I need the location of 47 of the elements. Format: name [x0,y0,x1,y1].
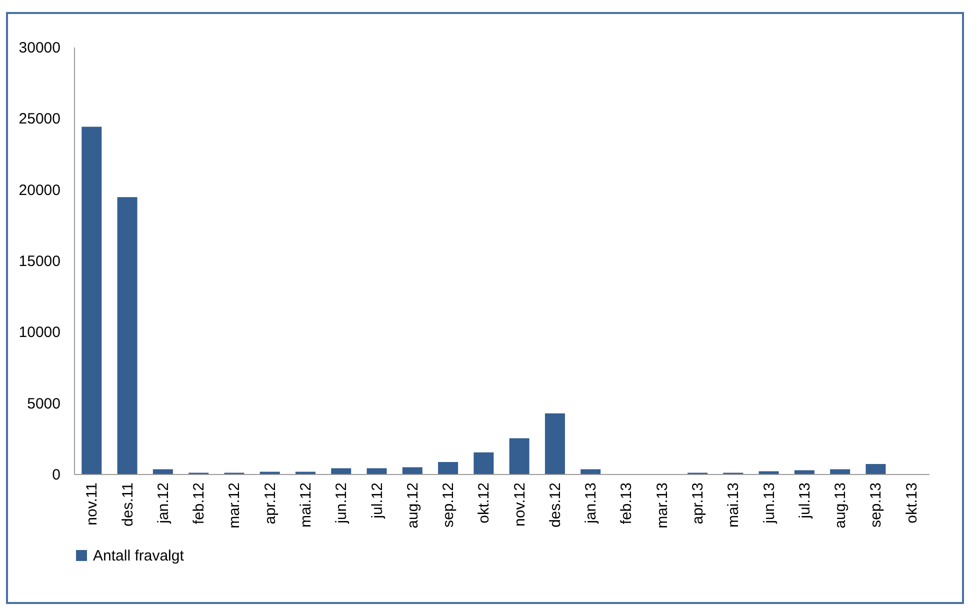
x-tick-label: feb.13 [618,482,636,524]
legend-label: Antall fravalgt [93,548,185,564]
y-tick-label: 30000 [18,40,60,56]
x-tick-label: apr.12 [262,482,279,524]
x-tick-label: sep.12 [440,482,458,528]
bar [402,467,422,474]
y-tick-label: 25000 [18,110,60,128]
y-tick-label: 5000 [27,395,60,412]
bar [366,468,387,474]
bar [474,452,494,474]
x-tick-label: aug.13 [832,482,850,528]
bar [331,468,352,474]
bar [544,413,565,474]
bar [830,469,850,474]
x-tick-label: apr.13 [690,482,707,524]
x-tick-label: jan.13 [582,482,600,524]
x-tick-label: jan.12 [154,482,172,524]
y-tick-label: 10000 [18,324,60,342]
x-tick-label: des.11 [119,482,136,526]
x-tick-label: okt.13 [903,482,920,524]
y-tick-label: 15000 [18,253,60,270]
x-tick-label: okt.12 [476,482,493,524]
bar [509,438,530,474]
x-tick-label: feb.12 [190,482,208,524]
y-tick-label: 0 [52,466,60,484]
x-tick-label: jun.13 [760,482,778,524]
bar [438,462,458,474]
x-tick-label: mar.13 [654,482,671,528]
bar [758,471,779,474]
x-tick-label: jul.13 [796,482,814,520]
x-tick-label: aug.12 [404,482,422,528]
x-tick-label: nov.12 [511,482,528,526]
x-tick-label: mar.12 [226,482,244,528]
bar [152,469,173,474]
x-tick-label: mai.12 [297,482,314,528]
x-tick-label: jul.12 [368,482,386,520]
x-tick-label: sep.13 [868,482,885,528]
x-tick-label: mai.13 [725,482,742,528]
bar [82,126,102,474]
x-tick-label: des.12 [546,482,564,528]
bar [117,197,138,474]
y-tick-label: 20000 [18,182,60,199]
x-tick-label: jun.12 [333,482,350,524]
bar [866,464,886,474]
bar [794,470,814,474]
x-tick-label: nov.11 [84,482,101,526]
bar [580,469,601,474]
